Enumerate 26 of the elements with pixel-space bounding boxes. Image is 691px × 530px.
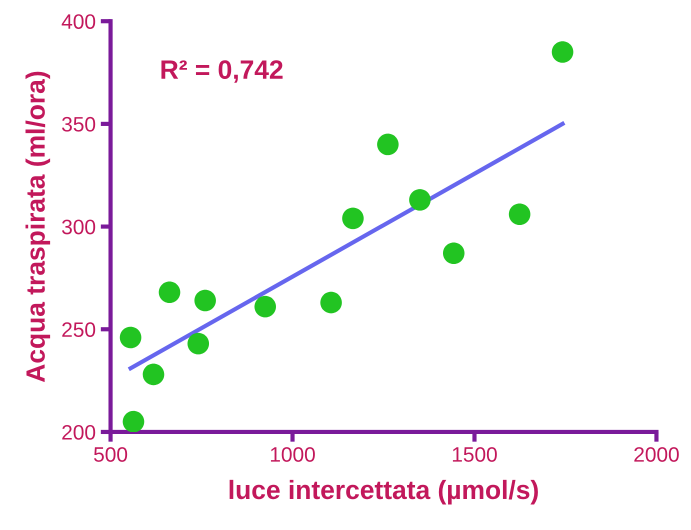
point [320, 292, 342, 314]
annotation: R² = 0,742 [161, 60, 283, 83]
y-tick-label: 350 [62, 116, 96, 132]
point [142, 364, 164, 386]
y-tick-label: 400 [62, 14, 96, 29]
point [254, 296, 276, 318]
x-tick-label: 2000 [634, 447, 679, 462]
x-tick-label: 500 [94, 447, 128, 462]
point [342, 208, 364, 230]
point [194, 290, 216, 312]
y-tick-label: 250 [62, 322, 96, 338]
y-tick-label: 300 [62, 220, 96, 234]
point [158, 282, 180, 304]
x-axis-title: luce intercettata (µmol/s) [230, 480, 538, 504]
point [122, 410, 144, 432]
point [120, 326, 142, 348]
point [508, 203, 530, 226]
x-tick-label: 1500 [452, 447, 497, 462]
point [377, 134, 399, 156]
y-axis-title: Acqua traspirata (ml/ora) [26, 72, 50, 382]
point [188, 332, 210, 354]
point [552, 41, 574, 63]
point [442, 242, 464, 264]
point [409, 189, 431, 211]
x-tick-label: 1000 [270, 447, 315, 462]
y-tick-label: 200 [62, 424, 96, 440]
